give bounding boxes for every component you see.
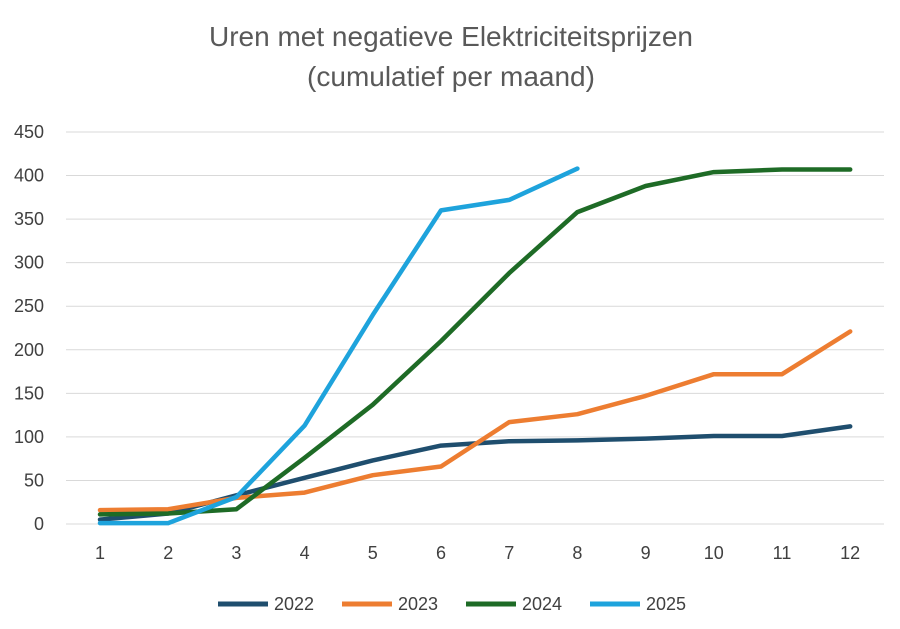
series-line-2024	[97, 167, 853, 517]
y-axis-tick-labels: 0 50 100 150 200 250 300 350 400 450	[14, 122, 44, 534]
y-tick-label: 50	[24, 470, 44, 490]
series-line-2025	[97, 166, 580, 526]
legend-item-2025: 2025	[590, 594, 686, 614]
x-tick-label: 5	[368, 543, 378, 563]
x-tick-label: 7	[504, 543, 514, 563]
chart-title: Uren met negatieve Elektriciteitsprijzen…	[209, 21, 693, 92]
x-tick-label: 12	[840, 543, 860, 563]
y-tick-label: 350	[14, 209, 44, 229]
series-lines	[97, 166, 853, 526]
x-tick-label: 6	[436, 543, 446, 563]
legend-label: 2024	[522, 594, 562, 614]
legend-item-2022: 2022	[218, 594, 314, 614]
legend-item-2023: 2023	[342, 594, 438, 614]
series-line-2023	[97, 329, 853, 513]
x-tick-label: 4	[300, 543, 310, 563]
y-tick-label: 150	[14, 383, 44, 403]
y-tick-label: 400	[14, 166, 44, 186]
y-tick-label: 0	[34, 514, 44, 534]
x-tick-label: 2	[163, 543, 173, 563]
x-tick-label: 3	[231, 543, 241, 563]
y-tick-label: 200	[14, 340, 44, 360]
x-axis-tick-labels: 1 2 3 4 5 6 7 8 9 10 11 12	[95, 543, 860, 563]
chart-title-line-2: (cumulatief per maand)	[307, 61, 595, 92]
y-tick-label: 300	[14, 253, 44, 273]
chart-title-line-1: Uren met negatieve Elektriciteitsprijzen	[209, 21, 693, 52]
x-tick-label: 10	[704, 543, 724, 563]
x-tick-label: 8	[572, 543, 582, 563]
x-tick-label: 11	[773, 543, 792, 563]
gridlines	[66, 131, 884, 525]
legend: 2022 2023 2024 2025	[218, 594, 686, 614]
y-tick-label: 250	[14, 296, 44, 316]
x-tick-label: 1	[95, 543, 105, 563]
y-tick-label: 100	[14, 427, 44, 447]
legend-item-2024: 2024	[466, 594, 562, 614]
x-tick-label: 9	[641, 543, 651, 563]
legend-label: 2025	[646, 594, 686, 614]
legend-label: 2023	[398, 594, 438, 614]
y-tick-label: 450	[14, 122, 44, 142]
legend-label: 2022	[274, 594, 314, 614]
